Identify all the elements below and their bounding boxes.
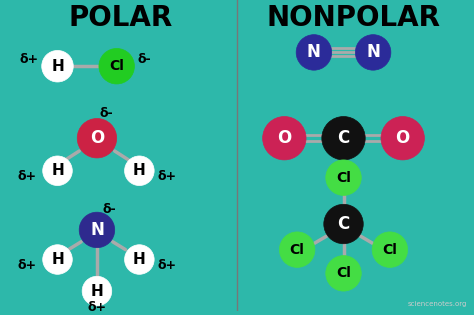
Circle shape xyxy=(43,245,73,274)
Circle shape xyxy=(263,117,306,160)
Text: δ+: δ+ xyxy=(18,259,36,272)
Text: δ+: δ+ xyxy=(87,301,107,314)
Text: H: H xyxy=(51,163,64,178)
Text: Cl: Cl xyxy=(336,266,351,280)
Circle shape xyxy=(125,156,154,186)
Text: H: H xyxy=(133,252,146,267)
Circle shape xyxy=(381,117,424,160)
Text: δ-: δ- xyxy=(103,203,117,216)
Text: N: N xyxy=(366,43,380,61)
Circle shape xyxy=(82,276,112,306)
Circle shape xyxy=(372,232,408,267)
Text: H: H xyxy=(91,284,103,299)
Circle shape xyxy=(125,245,154,274)
Circle shape xyxy=(322,117,365,160)
Text: N: N xyxy=(90,221,104,239)
Text: H: H xyxy=(133,163,146,178)
Text: δ+: δ+ xyxy=(19,53,38,66)
Text: Cl: Cl xyxy=(109,59,124,73)
Text: N: N xyxy=(307,43,321,61)
Circle shape xyxy=(99,49,135,84)
Circle shape xyxy=(296,35,332,70)
Text: sciencenotes.org: sciencenotes.org xyxy=(408,301,467,307)
Text: O: O xyxy=(277,129,292,147)
Text: Cl: Cl xyxy=(336,171,351,185)
Text: Cl: Cl xyxy=(290,243,305,257)
Text: δ-: δ- xyxy=(99,107,113,120)
Text: δ+: δ+ xyxy=(157,170,176,183)
Text: POLAR: POLAR xyxy=(68,4,172,32)
Text: O: O xyxy=(90,129,104,147)
Text: δ+: δ+ xyxy=(18,170,36,183)
Text: C: C xyxy=(337,129,350,147)
Circle shape xyxy=(42,50,73,82)
Circle shape xyxy=(324,204,363,244)
Text: H: H xyxy=(51,252,64,267)
Text: C: C xyxy=(337,215,350,233)
Circle shape xyxy=(326,255,361,291)
Text: δ-: δ- xyxy=(137,53,151,66)
Circle shape xyxy=(279,232,315,267)
Circle shape xyxy=(77,118,117,158)
Circle shape xyxy=(326,160,361,195)
Text: O: O xyxy=(396,129,410,147)
Text: Cl: Cl xyxy=(383,243,397,257)
Circle shape xyxy=(356,35,391,70)
Text: NONPOLAR: NONPOLAR xyxy=(267,4,441,32)
Circle shape xyxy=(43,156,73,186)
Text: δ+: δ+ xyxy=(157,259,176,272)
Circle shape xyxy=(79,212,115,248)
Text: H: H xyxy=(51,59,64,74)
